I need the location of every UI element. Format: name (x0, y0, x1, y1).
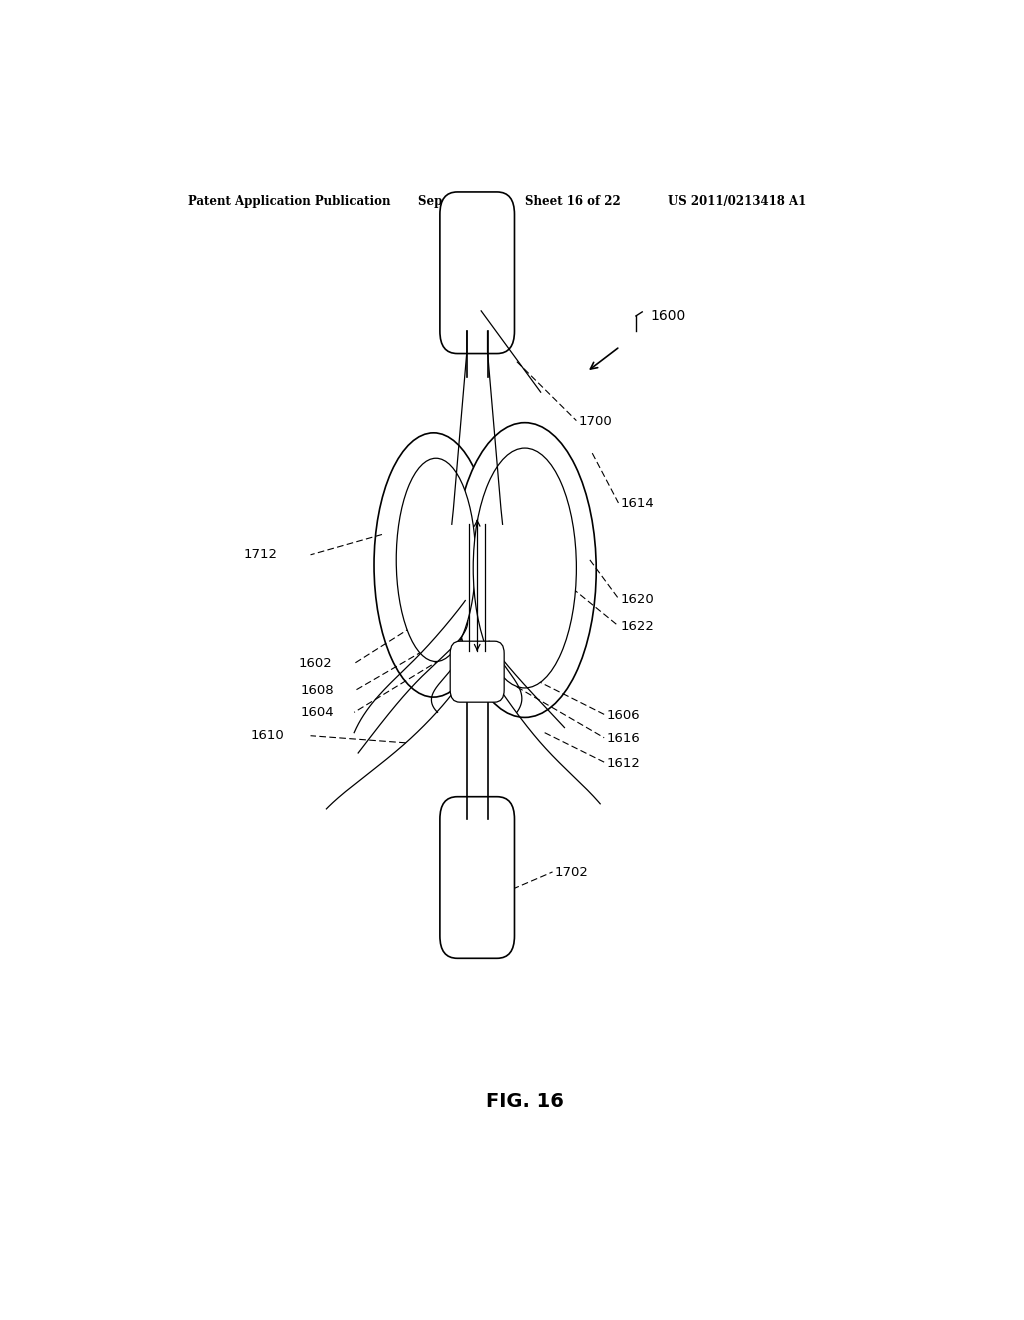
Text: FIG. 16: FIG. 16 (485, 1092, 564, 1111)
FancyBboxPatch shape (440, 797, 514, 958)
Ellipse shape (473, 447, 577, 688)
Text: 1600: 1600 (650, 309, 685, 323)
Text: 1702: 1702 (555, 866, 589, 879)
FancyBboxPatch shape (440, 191, 514, 354)
Text: 1622: 1622 (621, 620, 654, 634)
Text: US 2011/0213418 A1: US 2011/0213418 A1 (668, 195, 806, 209)
Ellipse shape (396, 458, 475, 661)
Text: Sep. 1, 2011: Sep. 1, 2011 (418, 195, 500, 209)
Text: 1602: 1602 (299, 657, 333, 671)
Ellipse shape (374, 433, 494, 697)
Text: 1700: 1700 (579, 416, 612, 428)
Text: 1616: 1616 (606, 733, 640, 746)
Ellipse shape (454, 422, 596, 718)
Text: 1610: 1610 (251, 729, 285, 742)
Text: 1604: 1604 (301, 706, 335, 719)
Text: 1614: 1614 (621, 498, 654, 511)
Text: Patent Application Publication: Patent Application Publication (187, 195, 390, 209)
Text: 1612: 1612 (606, 756, 640, 770)
Text: 1620: 1620 (621, 593, 654, 606)
Text: 1608: 1608 (301, 685, 335, 697)
Text: 1712: 1712 (243, 548, 278, 561)
Text: Sheet 16 of 22: Sheet 16 of 22 (524, 195, 621, 209)
Text: 1606: 1606 (606, 709, 640, 722)
FancyBboxPatch shape (451, 642, 504, 702)
